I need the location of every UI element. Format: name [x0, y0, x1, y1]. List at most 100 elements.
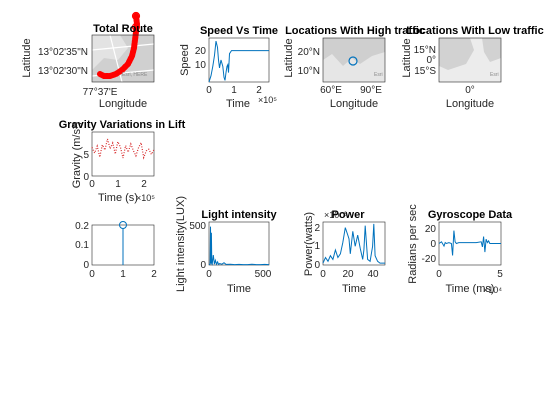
light-axes-box	[208, 221, 270, 266]
gravity-series-line	[91, 138, 155, 160]
light-ylabel: Light intensity(LUX)	[175, 196, 187, 292]
low-traffic-map-land	[439, 38, 474, 70]
low-traffic-xtick-1: 0°	[465, 85, 475, 96]
route-xtick-1: 77°37'E	[83, 87, 118, 98]
gravity-ytick-0: 0	[83, 172, 89, 183]
high-traffic-ylabel: Latitude	[283, 38, 295, 77]
gyro-series-line	[438, 230, 501, 256]
route-attribution: Esri, HERE	[122, 72, 148, 78]
low-traffic-ytick-2: 0°	[426, 55, 436, 66]
high-traffic-title: Locations With High traffic	[285, 25, 425, 37]
power-xlabel: Time	[342, 283, 366, 295]
low-traffic-title: Locations With Low traffic	[406, 25, 543, 37]
speed-xlabel: Time	[226, 98, 250, 110]
speed-marks	[208, 40, 269, 83]
gyro-ylabel: Radians per sec	[407, 204, 419, 284]
gyro-x-exponent: ×10⁴	[483, 285, 502, 295]
low-traffic-attribution: Esri	[490, 72, 499, 78]
speed-series-line	[208, 40, 269, 83]
gravity-xtick-1: 1	[115, 179, 121, 190]
low-traffic-xlabel: Longitude	[446, 98, 494, 110]
route-ytick-2: 13°02'30"N	[38, 66, 88, 77]
stem-marks	[119, 221, 127, 265]
stem-panel: 0 0.1 0.2 0 1 2	[75, 221, 157, 280]
gyro-marks	[438, 230, 501, 256]
gravity-ytick-5: 5	[83, 150, 89, 161]
low-traffic-axes-box	[438, 37, 502, 83]
speed-ylabel: Speed	[179, 44, 191, 76]
gravity-xlabel: Time (s)	[98, 192, 138, 204]
power-ytick-0: 0	[314, 260, 320, 271]
high-traffic-axes-box	[322, 37, 386, 83]
high-traffic-ytick-2: 10°N	[298, 66, 320, 77]
speed-panel: Speed Vs Time 10 20 0 1 2 ×10⁵ Time Spee…	[179, 25, 278, 110]
gyro-xtick-0: 0	[436, 269, 442, 280]
stem-marker	[119, 221, 127, 229]
power-panel: Power ×10⁻³ 0 1 2 0 20 40 Time Power(wat…	[303, 209, 386, 295]
high-traffic-attribution: Esri	[374, 72, 383, 78]
light-xtick-0: 0	[206, 269, 212, 280]
low-traffic-ylabel: Latitude	[401, 38, 413, 77]
gravity-x-exponent: ×10⁵	[136, 193, 155, 203]
stem-ytick-01: 0.1	[75, 240, 89, 251]
light-marks	[208, 226, 270, 266]
power-title: Power	[331, 209, 365, 221]
speed-xtick-0: 0	[206, 85, 212, 96]
high-traffic-xtick-2: 90°E	[360, 85, 382, 96]
power-ylabel: Power(watts)	[303, 212, 315, 276]
high-traffic-location-marker	[348, 56, 358, 66]
gyro-xlabel: Time (ms)	[445, 283, 494, 295]
stem-xtick-0: 0	[89, 269, 95, 280]
gyro-xtick-5: 5	[497, 269, 503, 280]
stem-ytick-02: 0.2	[75, 221, 89, 232]
low-traffic-ytick-1: 15°N	[414, 45, 436, 56]
light-title: Light intensity	[201, 209, 277, 221]
route-xlabel: Longitude	[99, 98, 147, 110]
light-panel: Light intensity 0 500 0 500 Time Light i…	[175, 196, 277, 295]
gravity-xtick-2: 2	[141, 179, 147, 190]
low-traffic-map-land-east	[482, 38, 501, 62]
low-traffic-panel: Esri Locations With Low traffic 15°N 0° …	[401, 25, 544, 110]
light-ytick-0: 0	[200, 260, 206, 271]
power-marks	[322, 223, 385, 264]
route-ylabel: Latitude	[21, 38, 33, 77]
gravity-ylabel: Gravity (m/s²)	[71, 122, 83, 189]
power-series-line	[322, 223, 385, 264]
speed-title: Speed Vs Time	[200, 25, 278, 37]
power-xtick-20: 20	[342, 269, 354, 280]
high-traffic-ytick-1: 20°N	[298, 47, 320, 58]
route-panel: Esri, HERE Total Route 13°02'35"N 13°02'…	[21, 11, 155, 110]
light-xtick-500: 500	[255, 269, 272, 280]
gravity-title: Gravity Variations in Lift	[59, 119, 186, 131]
speed-ytick-20: 20	[195, 46, 207, 57]
gyro-ytick-0: 0	[430, 239, 436, 250]
power-y-exponent: ×10⁻³	[324, 210, 347, 220]
gravity-marks	[91, 138, 155, 160]
route-start-marker	[131, 11, 141, 21]
stem-xtick-1: 1	[120, 269, 126, 280]
route-map-road-area	[92, 35, 128, 70]
power-xtick-40: 40	[367, 269, 379, 280]
high-traffic-panel: Esri Locations With High traffic 20°N 10…	[283, 25, 425, 110]
gyro-panel: Gyroscope Data -20 0 20 0 5 ×10⁴ Time (m…	[407, 204, 513, 295]
gravity-xtick-0: 0	[89, 179, 95, 190]
speed-x-exponent: ×10⁵	[258, 95, 277, 105]
route-ytick-1: 13°02'35"N	[38, 47, 88, 58]
gravity-panel: Gravity Variations in Lift 0 5 0 1 2 ×10…	[59, 119, 186, 204]
gyro-title: Gyroscope Data	[428, 209, 513, 221]
power-xtick-0: 0	[320, 269, 326, 280]
light-xlabel: Time	[227, 283, 251, 295]
gyro-ytick-neg20: -20	[422, 254, 437, 265]
route-axes-box	[91, 34, 155, 83]
high-traffic-map-land	[323, 38, 385, 66]
light-series-line	[208, 226, 270, 266]
speed-xtick-2: 2	[256, 85, 262, 96]
light-ytick-500: 500	[189, 221, 206, 232]
route-title: Total Route	[93, 23, 153, 35]
high-traffic-xtick-1: 60°E	[320, 85, 342, 96]
low-traffic-ytick-3: 15°S	[414, 66, 436, 77]
gravity-axes-box	[91, 131, 155, 177]
stem-ytick-0: 0	[83, 260, 89, 271]
stem-xtick-2: 2	[151, 269, 157, 280]
